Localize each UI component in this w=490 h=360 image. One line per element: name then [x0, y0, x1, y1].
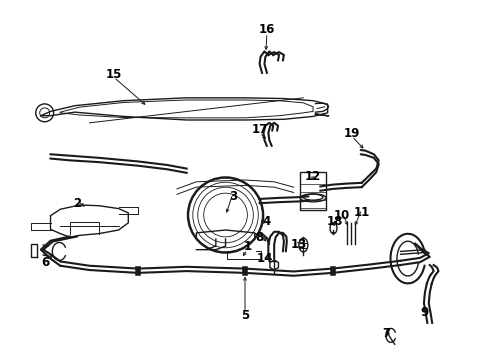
Text: 1: 1: [244, 240, 251, 253]
Text: 2: 2: [73, 197, 81, 210]
Text: 14: 14: [256, 252, 272, 265]
Text: 10: 10: [334, 209, 350, 222]
Text: 3: 3: [229, 190, 237, 203]
Text: 12: 12: [305, 170, 321, 183]
Text: 5: 5: [241, 309, 249, 322]
Text: 19: 19: [344, 127, 360, 140]
Bar: [300, 172, 326, 210]
Text: 18: 18: [327, 215, 343, 228]
Text: 11: 11: [354, 206, 370, 219]
Text: 6: 6: [42, 256, 50, 269]
Text: 13: 13: [291, 238, 307, 251]
Text: 4: 4: [263, 215, 271, 228]
Text: 17: 17: [251, 123, 268, 136]
Text: 8: 8: [255, 231, 264, 244]
Text: 7: 7: [382, 327, 390, 340]
Text: 15: 15: [105, 68, 122, 81]
Text: 16: 16: [259, 23, 275, 36]
Text: 9: 9: [421, 306, 429, 319]
